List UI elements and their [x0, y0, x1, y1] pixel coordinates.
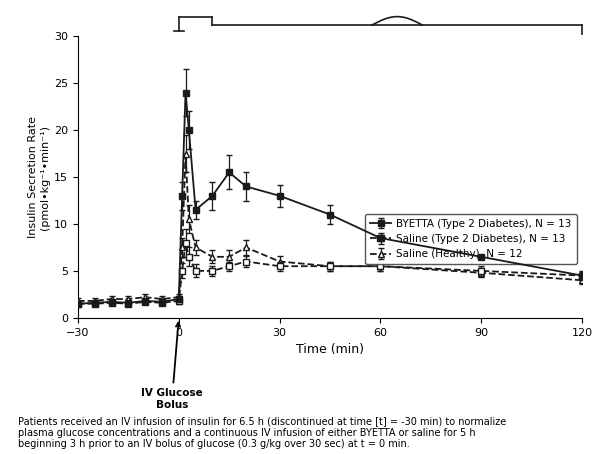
Text: IV Glucose
Bolus: IV Glucose Bolus	[141, 323, 203, 410]
Text: Patients received an IV infusion of insulin for 6.5 h (discontinued at time [t] : Patients received an IV infusion of insu…	[18, 416, 506, 449]
X-axis label: Time (min): Time (min)	[296, 343, 364, 356]
Legend: BYETTA (Type 2 Diabetes), N = 13, Saline (Type 2 Diabetes), N = 13, Saline (Heal: BYETTA (Type 2 Diabetes), N = 13, Saline…	[365, 213, 577, 264]
Y-axis label: Insulin Secretion Rate
(pmol•kg⁻¹•min⁻¹): Insulin Secretion Rate (pmol•kg⁻¹•min⁻¹)	[28, 116, 50, 238]
